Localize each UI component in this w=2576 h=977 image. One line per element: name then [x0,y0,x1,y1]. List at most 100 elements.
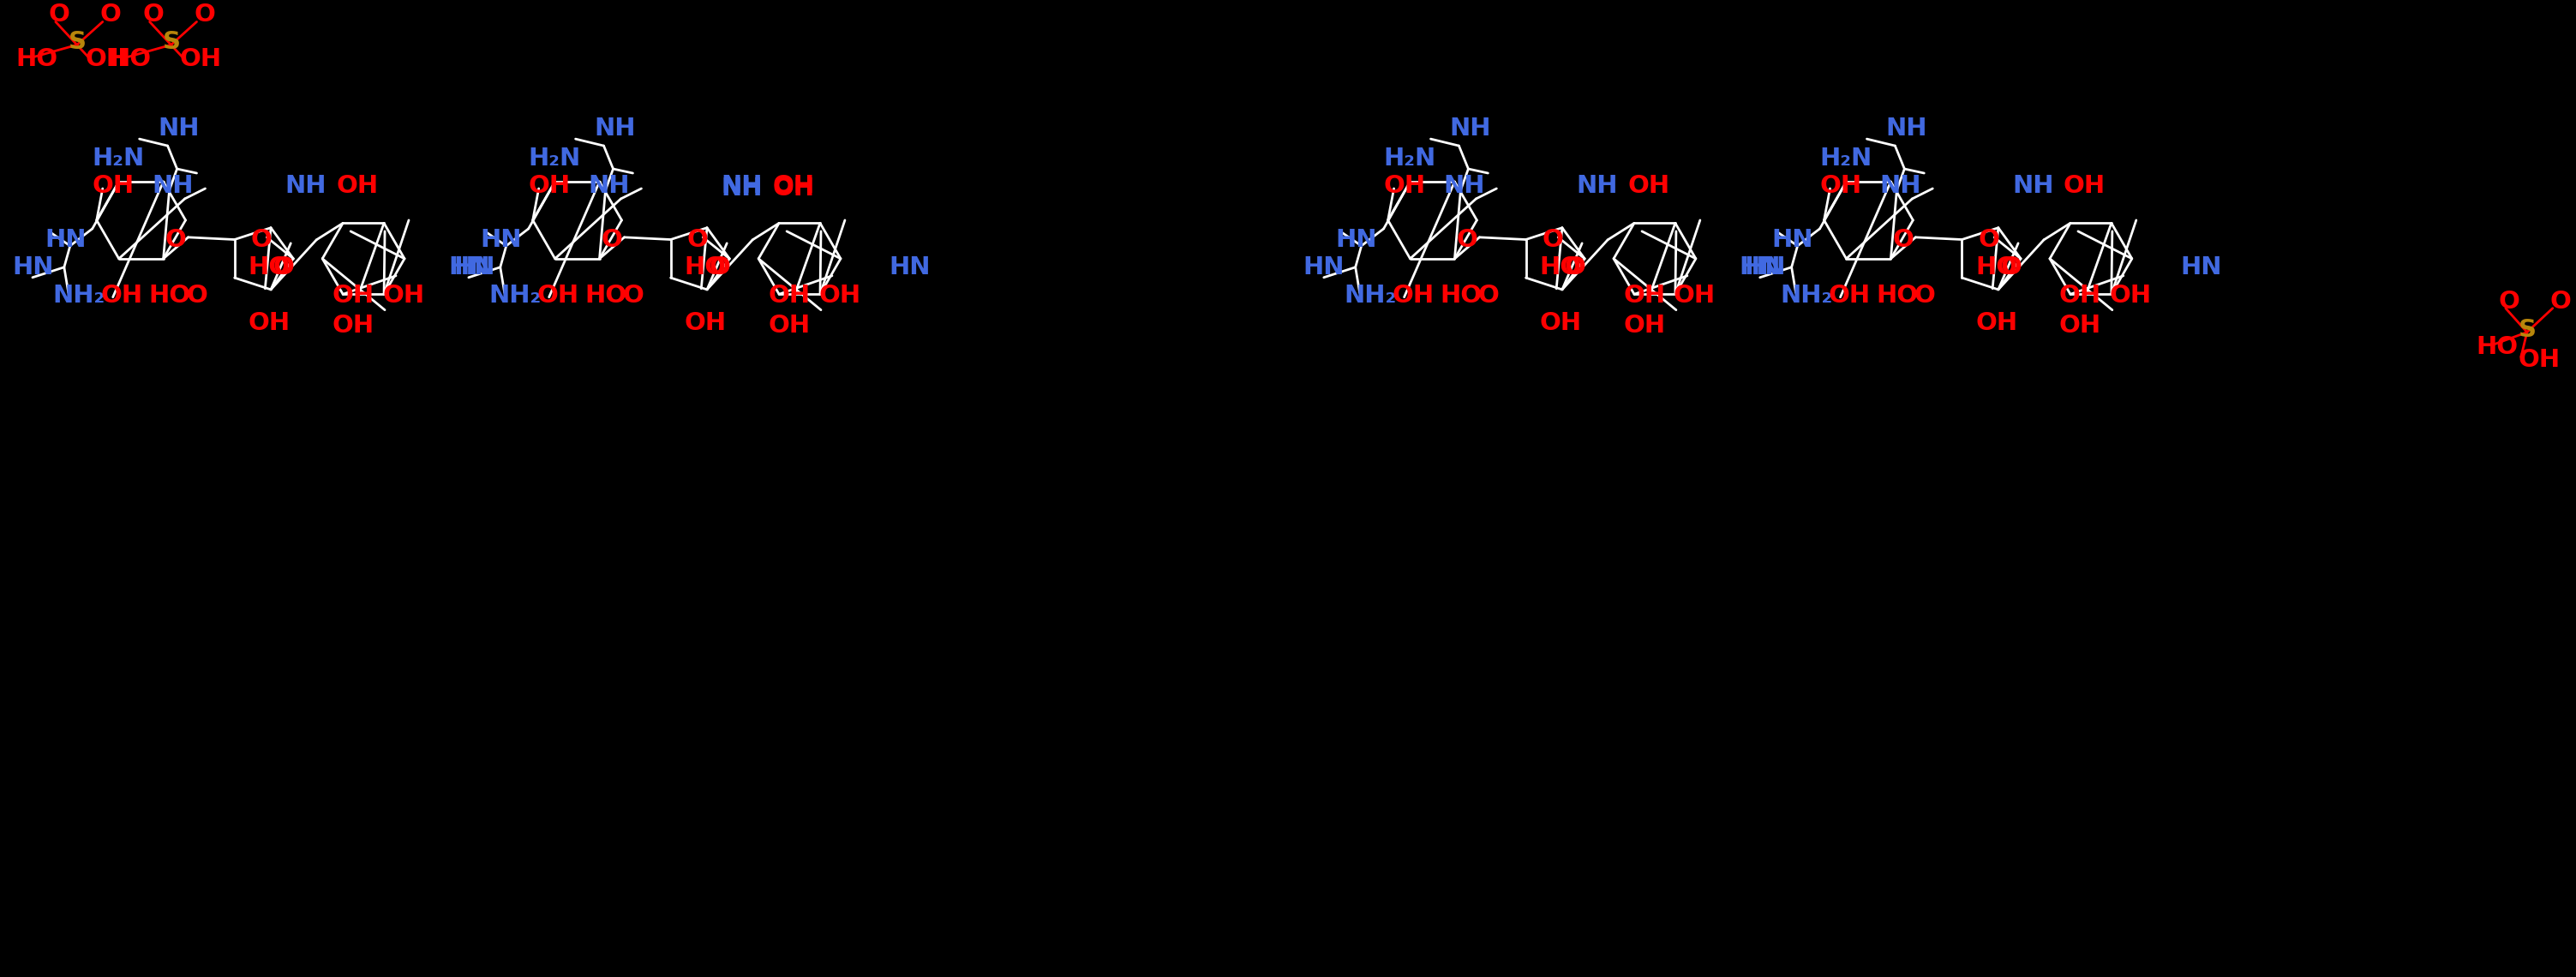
Text: NH₂: NH₂ [1780,283,1834,308]
Text: OH: OH [100,283,144,308]
Text: O: O [600,228,623,252]
Text: O: O [1543,228,1564,252]
Text: OH: OH [1540,311,1582,335]
Text: O: O [1455,228,1479,252]
Text: HN: HN [1739,255,1780,279]
Text: O: O [100,3,121,27]
Text: O: O [1893,228,1914,252]
Text: S: S [162,30,180,55]
Text: OH: OH [768,314,809,337]
Text: OH: OH [2110,283,2151,308]
Text: OH: OH [85,48,129,71]
Text: NH: NH [2012,174,2053,198]
Text: O: O [1999,255,2022,279]
Text: OH: OH [773,177,814,200]
Text: NH₂: NH₂ [54,283,106,308]
Text: OH: OH [1391,283,1435,308]
Text: S: S [70,30,88,55]
Text: NH: NH [1886,116,1927,141]
Text: H₂N: H₂N [93,147,144,171]
Text: HN: HN [1744,255,1785,279]
Text: NH: NH [595,116,636,141]
Text: OH: OH [1628,174,1669,198]
Text: NH: NH [721,174,762,198]
Text: HO: HO [1540,255,1582,279]
Text: OH: OH [2063,174,2105,198]
Text: HN: HN [1772,228,1814,252]
Text: OH: OH [2058,314,2102,337]
Text: HN: HN [13,255,54,279]
Text: S: S [2519,318,2537,342]
Text: O: O [49,3,70,27]
Text: HO: HO [247,255,291,279]
Text: OH: OH [685,311,726,335]
Text: O: O [193,3,216,27]
Text: O: O [708,255,729,279]
Text: NH: NH [157,116,201,141]
Text: H₂N: H₂N [1383,147,1437,171]
Text: HO: HO [108,48,152,71]
Text: O: O [2550,289,2571,314]
Text: NH: NH [587,174,631,198]
Text: HN: HN [889,255,930,279]
Text: OH: OH [773,174,814,198]
Text: O: O [1914,283,1935,308]
Text: O: O [165,228,185,252]
Text: O: O [185,283,209,308]
Text: OH: OH [1383,174,1425,198]
Text: OH: OH [1976,311,2017,335]
Text: NH: NH [721,177,762,200]
Text: HO: HO [149,283,191,308]
Text: OH: OH [1623,314,1664,337]
Text: OH: OH [536,283,580,308]
Text: NH₂: NH₂ [489,283,541,308]
Text: OH: OH [528,174,572,198]
Text: NH: NH [1577,174,1618,198]
Text: OH: OH [93,174,134,198]
Text: HO: HO [1440,283,1481,308]
Text: OH: OH [2058,283,2102,308]
Text: HO: HO [2476,335,2517,359]
Text: HO: HO [15,48,57,71]
Text: OH: OH [247,311,291,335]
Text: HN: HN [1337,228,1378,252]
Text: O: O [2499,289,2519,314]
Text: HN: HN [44,228,85,252]
Text: NH: NH [1443,174,1486,198]
Text: HO: HO [1875,283,1919,308]
Text: HN: HN [2182,255,2223,279]
Text: OH: OH [768,283,809,308]
Text: NH: NH [1880,174,1922,198]
Text: OH: OH [1829,283,1870,308]
Text: O: O [1564,255,1584,279]
Text: HN: HN [448,255,489,279]
Text: OH: OH [819,283,860,308]
Text: OH: OH [381,283,425,308]
Text: OH: OH [1674,283,1716,308]
Text: O: O [1978,228,1999,252]
Text: OH: OH [2519,348,2561,371]
Text: OH: OH [1623,283,1664,308]
Text: H₂N: H₂N [1819,147,1873,171]
Text: O: O [250,228,273,252]
Text: H₂N: H₂N [528,147,582,171]
Text: HO: HO [585,283,626,308]
Text: O: O [142,3,165,27]
Text: NH: NH [286,174,327,198]
Text: HN: HN [482,228,523,252]
Text: OH: OH [1819,174,1862,198]
Text: HN: HN [1303,255,1345,279]
Text: HN: HN [453,255,495,279]
Text: HO: HO [685,255,726,279]
Text: HO: HO [1976,255,2017,279]
Text: OH: OH [332,314,374,337]
Text: NH: NH [152,174,193,198]
Text: OH: OH [335,174,379,198]
Text: NH: NH [1450,116,1492,141]
Text: O: O [1479,283,1499,308]
Text: OH: OH [180,48,222,71]
Text: O: O [623,283,644,308]
Text: NH₂: NH₂ [1345,283,1396,308]
Text: O: O [273,255,294,279]
Text: O: O [688,228,708,252]
